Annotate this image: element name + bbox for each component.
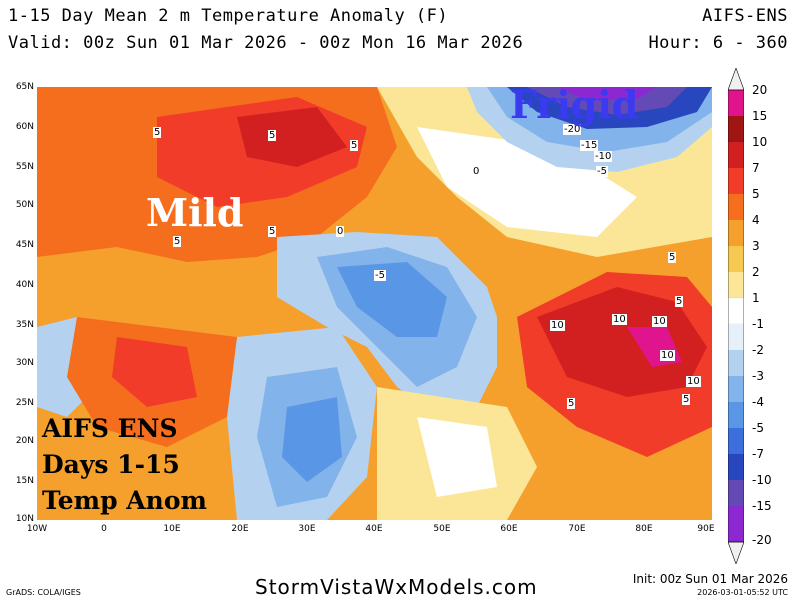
contour-label: 5	[268, 130, 277, 141]
contour-label: 5	[173, 236, 182, 247]
colorbar-label: -20	[752, 533, 772, 547]
colorbar-label: 1	[752, 291, 760, 305]
map-title: 1-15 Day Mean 2 m Temperature Anomaly (F…	[8, 6, 449, 26]
colorbar-label: 10	[752, 135, 768, 149]
lon-label: 90E	[697, 524, 715, 534]
contour-label: 5	[668, 252, 677, 263]
colorbar-label: 3	[752, 239, 760, 253]
annotation-days: Days 1-15	[42, 450, 180, 479]
contour-label: 5	[675, 296, 684, 307]
contour-label: 10	[686, 376, 701, 387]
colorbar-label: 4	[752, 213, 760, 227]
contour-label: 5	[567, 398, 576, 409]
forecast-hours: Hour: 6 - 360	[648, 33, 788, 53]
lon-label: 30E	[298, 524, 316, 534]
contour-label: 5	[682, 394, 691, 405]
colorbar-label: 2	[752, 265, 760, 279]
colorbar-label: -4	[752, 395, 764, 409]
contour-label: -10	[594, 151, 613, 162]
contour-label: 5	[153, 127, 162, 138]
contour-label: 0	[336, 226, 345, 237]
colorbar-label: 20	[752, 83, 768, 97]
colorbar	[728, 68, 744, 564]
lon-label: 80E	[635, 524, 653, 534]
lon-label: 10E	[163, 524, 181, 534]
annotation-model: AIFS ENS	[42, 414, 178, 443]
lat-label: 45N	[15, 240, 34, 250]
annotation-frigid: Frigid	[510, 82, 639, 127]
colorbar-label: -5	[752, 421, 764, 435]
lon-label: 60E	[500, 524, 518, 534]
lat-label: 15N	[15, 476, 34, 486]
valid-period: Valid: 00z Sun 01 Mar 2026 - 00z Mon 16 …	[8, 33, 524, 53]
contour-label: 10	[660, 350, 675, 361]
annotation-mild: Mild	[146, 190, 244, 235]
lat-label: 65N	[15, 82, 34, 92]
colorbar-label: -1	[752, 317, 764, 331]
render-timestamp: 2026-03-01-05:52 UTC	[697, 588, 788, 597]
contour-label: -15	[580, 140, 599, 151]
contour-label: 10	[550, 320, 565, 331]
lon-label: 20E	[231, 524, 249, 534]
colorbar-label: -10	[752, 473, 772, 487]
lon-label: 10W	[26, 524, 48, 534]
lat-label: 60N	[15, 122, 34, 132]
contour-label: 10	[612, 314, 627, 325]
colorbar-label: -15	[752, 499, 772, 513]
contour-label: -5	[374, 270, 386, 281]
colorbar-label: 5	[752, 187, 760, 201]
lat-label: 30N	[15, 358, 34, 368]
lon-label: 70E	[568, 524, 586, 534]
lon-label: 0	[101, 524, 107, 534]
lat-label: 25N	[15, 398, 34, 408]
lat-label: 35N	[15, 320, 34, 330]
lat-label: 10N	[15, 514, 34, 524]
lon-label: 40E	[365, 524, 383, 534]
lat-label: 55N	[15, 162, 34, 172]
lon-label: 50E	[433, 524, 451, 534]
lat-label: 20N	[15, 436, 34, 446]
model-name: AIFS-ENS	[702, 6, 788, 26]
lat-label: 50N	[15, 200, 34, 210]
contour-label: 5	[350, 140, 359, 151]
colorbar-label: 15	[752, 109, 768, 123]
annotation-field: Temp Anom	[42, 486, 207, 515]
colorbar-label: -7	[752, 447, 764, 461]
contour-label: 10	[652, 316, 667, 327]
colorbar-label: 7	[752, 161, 760, 175]
contour-label: 0	[472, 166, 481, 177]
site-name: StormVistaWxModels.com	[255, 575, 538, 599]
colorbar-label: -3	[752, 369, 764, 383]
colorbar-label: -2	[752, 343, 764, 357]
grads-credit: GrADS: COLA/IGES	[6, 588, 81, 597]
lat-label: 40N	[15, 280, 34, 290]
contour-label: -20	[563, 124, 582, 135]
contour-label: 5	[268, 226, 277, 237]
contour-label: -5	[596, 166, 608, 177]
init-time: Init: 00z Sun 01 Mar 2026	[632, 572, 788, 586]
